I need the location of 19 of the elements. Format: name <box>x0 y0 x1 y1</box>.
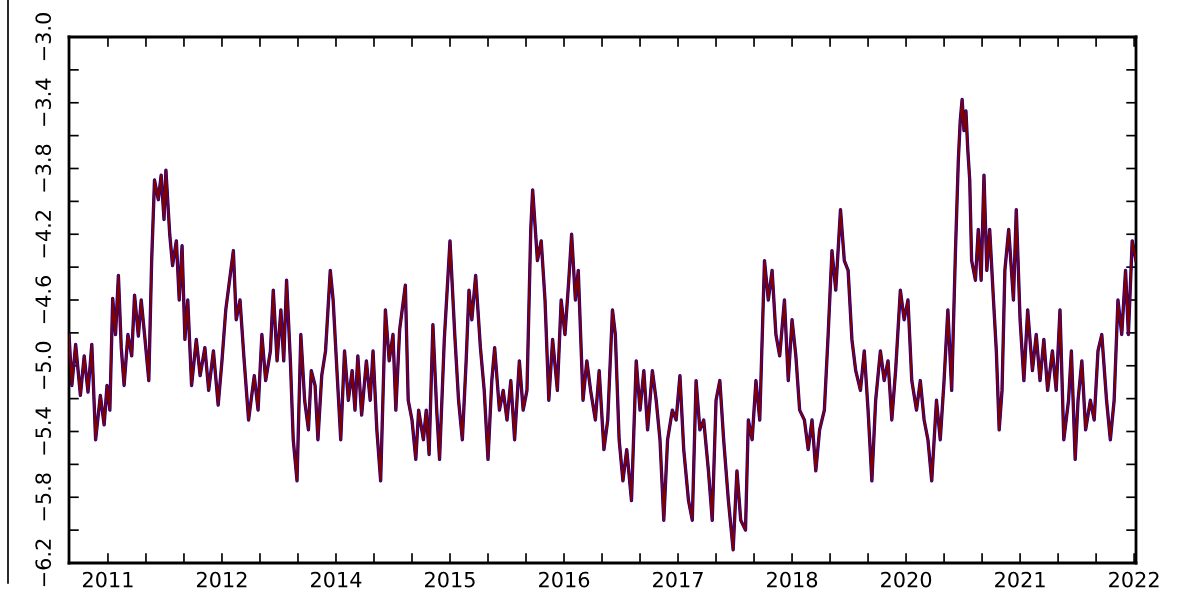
y-tick-label: −5.0 <box>35 341 52 389</box>
y-tick-label: −6.2 <box>35 539 52 587</box>
y-tick-label: −3.4 <box>35 78 52 126</box>
y-tick-label: −3.0 <box>35 13 52 61</box>
y-tick-label: −4.2 <box>35 211 51 258</box>
x-tick-label: 2011 <box>82 571 133 588</box>
x-tick-label: 2022 <box>1109 571 1159 588</box>
x-tick-label: 2018 <box>767 571 818 588</box>
x-tick-label: 2017 <box>653 571 703 588</box>
x-tick-label: 2014 <box>311 571 362 588</box>
x-tick-label: 2020 <box>881 571 932 588</box>
y-tick-label: −5.8 <box>35 473 52 521</box>
x-tick-label: 2012 <box>196 571 247 588</box>
x-tick-label: 2016 <box>539 571 590 588</box>
x-tick-label: 2015 <box>425 571 475 588</box>
x-tick-label: 2021 <box>995 571 1045 588</box>
y-tick-label: −3.8 <box>35 144 52 192</box>
y-tick-label: −4.6 <box>35 276 52 324</box>
y-tick-label: −5.4 <box>35 407 52 455</box>
